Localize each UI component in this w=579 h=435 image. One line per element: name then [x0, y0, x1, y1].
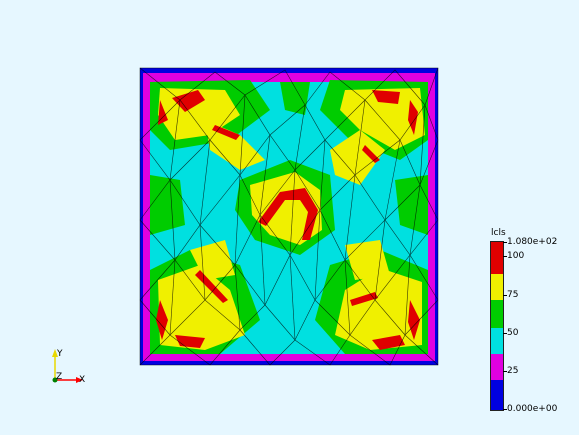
colorbar-segment-cyan	[491, 328, 503, 354]
colorbar-tick-50	[503, 333, 507, 334]
colorbar-tick-25	[503, 371, 507, 372]
colorbar-tick-label-50: 50	[507, 328, 519, 338]
colorbar-segment-blue	[491, 380, 503, 410]
colorbar-tick-label-75: 75	[507, 290, 519, 300]
colorbar	[490, 241, 504, 411]
colorbar-tick-100	[503, 256, 507, 257]
y-axis-arrow-icon	[52, 349, 58, 357]
colorbar-segment-magenta	[491, 354, 503, 380]
x-axis-label: X	[79, 375, 85, 385]
colorbar-segment-green	[491, 300, 503, 328]
colorbar-tick-min	[503, 409, 507, 410]
colorbar-max-label: 1.080e+02	[507, 237, 558, 247]
x-axis-arrow-icon	[76, 377, 83, 383]
colorbar-tick-75	[503, 295, 507, 296]
colorbar-tick-label-100: 100	[507, 251, 525, 261]
colorbar-tick-max	[503, 242, 507, 243]
colorbar-min-label: 0.000e+00	[507, 404, 558, 414]
z-axis-label: Z	[56, 372, 62, 382]
colorbar-segment-red	[491, 242, 503, 274]
contour-plot	[140, 68, 438, 365]
colorbar-segment-yellow	[491, 274, 503, 300]
z-axis-origin-icon	[52, 377, 58, 383]
colorbar-tick-label-25: 25	[507, 366, 519, 376]
orientation-axes: Y Z X	[52, 349, 85, 385]
mesh-wireframe	[139, 67, 439, 366]
colorbar-title: lcls	[491, 228, 506, 238]
y-axis-label: Y	[56, 349, 63, 359]
